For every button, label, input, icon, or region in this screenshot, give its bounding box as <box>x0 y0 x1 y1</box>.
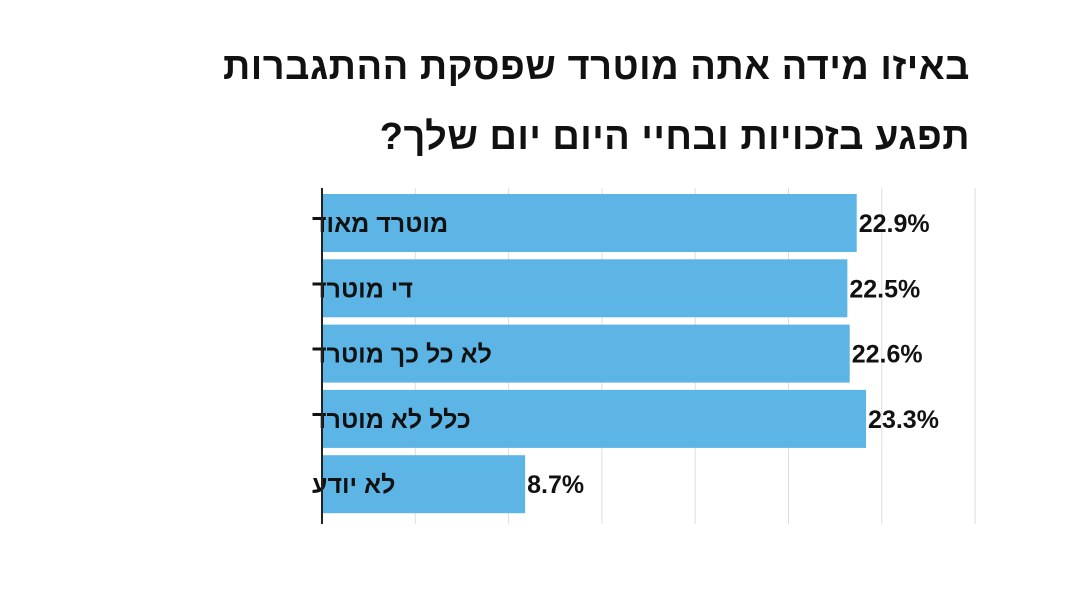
category-label: לא יודע <box>312 471 395 499</box>
chart-title-line-1: באיזו מידה אתה מוטרד שפסקת ההתגברות <box>223 46 970 88</box>
category-label: מוטרד מאוד <box>312 210 448 238</box>
value-label: 22.5% <box>849 275 920 303</box>
bar <box>322 259 848 318</box>
value-label: 22.6% <box>852 341 923 369</box>
bar <box>322 389 867 448</box>
bar <box>322 324 850 383</box>
bar <box>322 194 857 252</box>
category-label: לא כל כך מוטרד <box>312 341 492 369</box>
category-label: כלל לא מוטרד <box>312 406 471 434</box>
value-label: 23.3% <box>868 406 939 434</box>
value-label: 22.9% <box>859 210 930 238</box>
category-label: די מוטרד <box>312 275 413 303</box>
chart-title-line-2: תפגע בזכויות ובחיי היום יום שלך? <box>379 116 970 158</box>
bar <box>322 455 526 514</box>
value-label: 8.7% <box>527 471 584 499</box>
